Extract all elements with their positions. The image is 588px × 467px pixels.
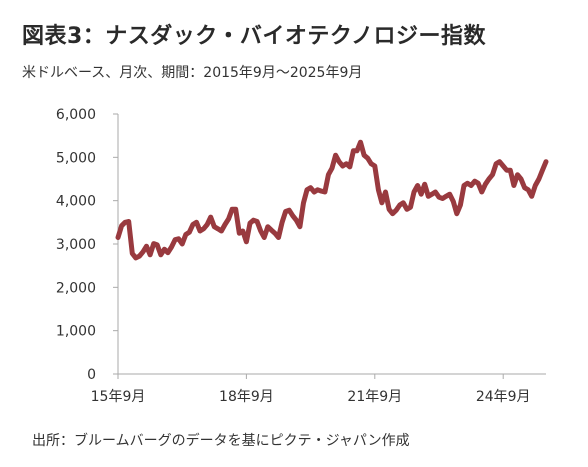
y-tick-label: 5,000 xyxy=(56,150,96,166)
y-tick-label: 1,000 xyxy=(56,324,96,340)
x-tick-label: 21年9月 xyxy=(347,389,402,405)
chart-title: 図表3：ナスダック・バイオテクノロジー指数 xyxy=(22,24,487,49)
y-axis: 0 1,000 2,000 3,000 4,000 5,000 6,000 xyxy=(56,107,119,383)
x-tick-label: 15年9月 xyxy=(91,389,146,405)
y-tick-label: 4,000 xyxy=(56,194,96,210)
y-tick-label: 6,000 xyxy=(56,107,96,123)
source-note: 出所：ブルームバーグのデータを基にピクテ・ジャパン作成 xyxy=(32,433,410,449)
y-tick-label: 2,000 xyxy=(56,280,96,296)
chart-subtitle: 米ドルベース、月次、期間：2015年9月～2025年9月 xyxy=(22,65,363,81)
x-axis: 15年9月 18年9月 21年9月 24年9月 xyxy=(91,373,546,405)
series xyxy=(115,139,549,261)
x-tick-label: 24年9月 xyxy=(476,389,531,405)
y-tick-label: 0 xyxy=(87,367,96,383)
x-tick-label: 18年9月 xyxy=(219,389,274,405)
y-tick-label: 3,000 xyxy=(56,237,96,253)
series-line xyxy=(115,139,549,261)
